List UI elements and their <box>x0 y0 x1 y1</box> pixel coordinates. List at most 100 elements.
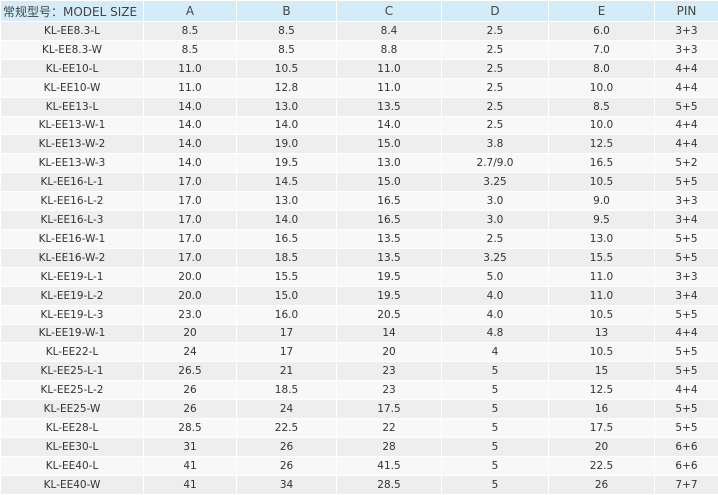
value-cell: 14.5 <box>237 173 337 192</box>
value-cell: 5 <box>442 419 549 438</box>
value-cell: 14.0 <box>144 116 237 135</box>
value-cell: 14.0 <box>144 135 237 154</box>
value-cell: 5+5 <box>655 400 718 419</box>
value-cell: 17.0 <box>144 248 237 267</box>
value-cell: 3.0 <box>442 192 549 211</box>
value-cell: 4+4 <box>655 116 718 135</box>
value-cell: 14.0 <box>144 97 237 116</box>
model-cell: KL-EE8.3-W <box>1 40 144 59</box>
value-cell: 24 <box>144 343 237 362</box>
value-cell: 4 <box>442 343 549 362</box>
header-cell: C <box>337 1 442 22</box>
value-cell: 13.5 <box>337 97 442 116</box>
model-cell: KL-EE13-W-2 <box>1 135 144 154</box>
value-cell: 8.5 <box>549 97 655 116</box>
value-cell: 26 <box>549 475 655 494</box>
value-cell: 3.25 <box>442 173 549 192</box>
value-cell: 23.0 <box>144 305 237 324</box>
value-cell: 11.0 <box>549 267 655 286</box>
value-cell: 10.5 <box>549 305 655 324</box>
value-cell: 26 <box>237 456 337 475</box>
value-cell: 22 <box>337 419 442 438</box>
value-cell: 17.0 <box>144 229 237 248</box>
value-cell: 10.5 <box>237 59 337 78</box>
value-cell: 19.5 <box>337 267 442 286</box>
model-cell: KL-EE13-W-1 <box>1 116 144 135</box>
value-cell: 15.5 <box>549 248 655 267</box>
model-cell: KL-EE25-L-2 <box>1 381 144 400</box>
value-cell: 7.0 <box>549 40 655 59</box>
header-cell: 常规型号：MODEL SIZE <box>1 1 144 22</box>
value-cell: 20.5 <box>337 305 442 324</box>
value-cell: 10.0 <box>549 78 655 97</box>
value-cell: 4+4 <box>655 135 718 154</box>
value-cell: 20 <box>549 437 655 456</box>
value-cell: 8.5 <box>144 22 237 41</box>
value-cell: 3+3 <box>655 22 718 41</box>
value-cell: 15.5 <box>237 267 337 286</box>
value-cell: 4+4 <box>655 78 718 97</box>
value-cell: 34 <box>237 475 337 494</box>
value-cell: 5 <box>442 400 549 419</box>
value-cell: 5+5 <box>655 419 718 438</box>
value-cell: 13.5 <box>337 248 442 267</box>
value-cell: 6+6 <box>655 456 718 475</box>
value-cell: 28 <box>337 437 442 456</box>
value-cell: 9.5 <box>549 211 655 230</box>
model-cell: KL-EE19-L-1 <box>1 267 144 286</box>
value-cell: 14.0 <box>237 211 337 230</box>
value-cell: 6.0 <box>549 22 655 41</box>
value-cell: 17.0 <box>144 173 237 192</box>
value-cell: 12.8 <box>237 78 337 97</box>
value-cell: 41.5 <box>337 456 442 475</box>
value-cell: 15.0 <box>337 135 442 154</box>
value-cell: 16.0 <box>237 305 337 324</box>
value-cell: 5 <box>442 362 549 381</box>
value-cell: 9.0 <box>549 192 655 211</box>
value-cell: 5+5 <box>655 248 718 267</box>
value-cell: 14.0 <box>144 154 237 173</box>
value-cell: 14.0 <box>237 116 337 135</box>
value-cell: 15.0 <box>237 286 337 305</box>
value-cell: 5+5 <box>655 97 718 116</box>
value-cell: 13.0 <box>549 229 655 248</box>
value-cell: 4+4 <box>655 381 718 400</box>
value-cell: 16.5 <box>549 154 655 173</box>
value-cell: 11.0 <box>337 78 442 97</box>
model-cell: KL-EE30-L <box>1 437 144 456</box>
value-cell: 5 <box>442 456 549 475</box>
value-cell: 12.5 <box>549 135 655 154</box>
value-cell: 16.5 <box>337 211 442 230</box>
value-cell: 8.5 <box>237 40 337 59</box>
header-cell: B <box>237 1 337 22</box>
value-cell: 13.5 <box>337 229 442 248</box>
value-cell: 16 <box>549 400 655 419</box>
value-cell: 4.0 <box>442 286 549 305</box>
model-cell: KL-EE19-L-2 <box>1 286 144 305</box>
value-cell: 11.0 <box>337 59 442 78</box>
model-cell: KL-EE13-W-3 <box>1 154 144 173</box>
value-cell: 3+3 <box>655 40 718 59</box>
value-cell: 5+5 <box>655 173 718 192</box>
value-cell: 26.5 <box>144 362 237 381</box>
value-cell: 14 <box>337 324 442 343</box>
value-cell: 17.5 <box>337 400 442 419</box>
value-cell: 18.5 <box>237 381 337 400</box>
value-cell: 4.0 <box>442 305 549 324</box>
value-cell: 26 <box>144 381 237 400</box>
value-cell: 11.0 <box>144 78 237 97</box>
value-cell: 22.5 <box>237 419 337 438</box>
model-cell: KL-EE16-W-2 <box>1 248 144 267</box>
